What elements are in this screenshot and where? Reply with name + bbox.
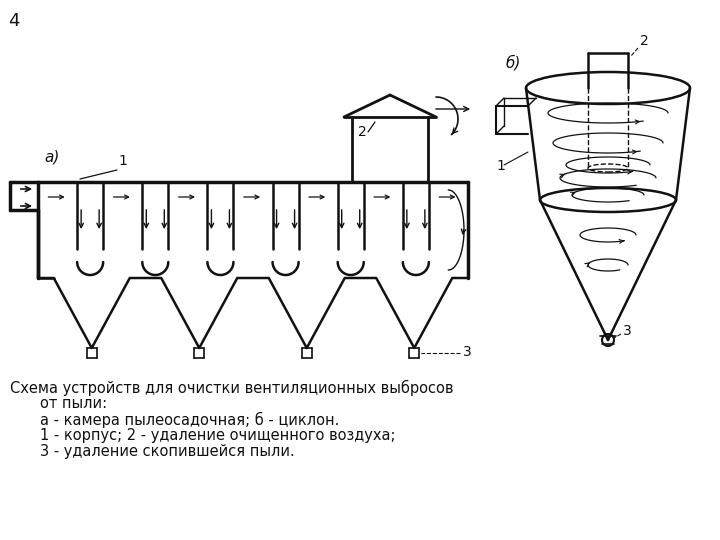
Text: 1: 1 <box>118 154 127 168</box>
Text: а - камера пылеосадочная; б - циклон.: а - камера пылеосадочная; б - циклон. <box>40 412 339 428</box>
Text: 1: 1 <box>496 159 505 173</box>
Text: 2: 2 <box>358 125 366 139</box>
Text: 2: 2 <box>640 34 649 48</box>
Text: 1 - корпус; 2 - удаление очищенного воздуха;: 1 - корпус; 2 - удаление очищенного возд… <box>40 428 395 443</box>
Text: от пыли:: от пыли: <box>40 396 107 411</box>
Text: 3: 3 <box>623 324 631 338</box>
Text: 3 - удаление скопившейся пыли.: 3 - удаление скопившейся пыли. <box>40 444 294 459</box>
Text: 4: 4 <box>8 12 19 30</box>
Text: а): а) <box>44 149 59 164</box>
Text: Схема устройств для очистки вентиляционных выбросов: Схема устройств для очистки вентиляционн… <box>10 380 454 396</box>
Text: б): б) <box>506 55 521 70</box>
Text: 3: 3 <box>463 345 472 359</box>
